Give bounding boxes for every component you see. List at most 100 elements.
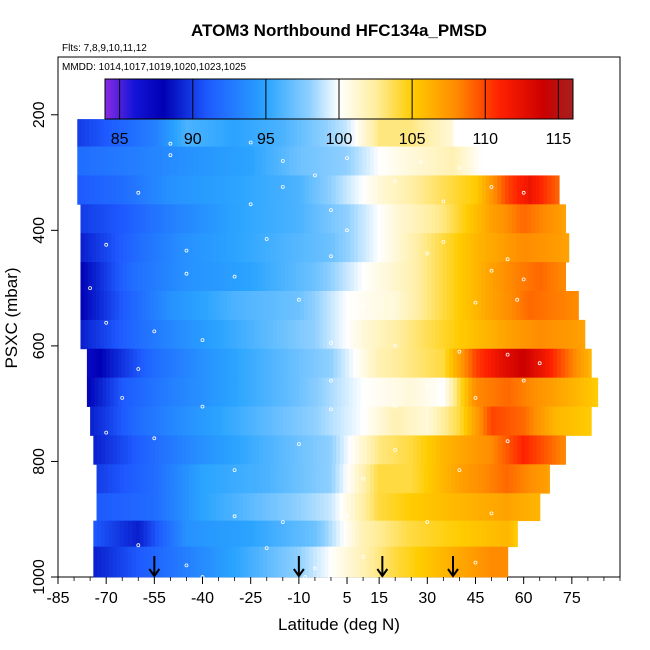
- heatmap-cell: [491, 348, 496, 379]
- heatmap-cell: [250, 146, 256, 176]
- heatmap-cell: [472, 348, 477, 379]
- heatmap-cell: [235, 464, 240, 494]
- heatmap-cell: [350, 233, 355, 263]
- heatmap-cell: [417, 435, 422, 465]
- heatmap-cell: [242, 233, 247, 263]
- heatmap-cell: [169, 175, 175, 205]
- heatmap-cell: [309, 520, 314, 548]
- heatmap-cell: [397, 119, 402, 147]
- heatmap-cell: [284, 291, 290, 321]
- heatmap-cell: [239, 435, 245, 465]
- heatmap-cell: [170, 546, 175, 578]
- heatmap-cell: [293, 175, 298, 205]
- heatmap-cell: [567, 406, 573, 436]
- heatmap-cell: [122, 319, 128, 350]
- heatmap-cell: [99, 262, 105, 292]
- heatmap-cell: [275, 348, 281, 379]
- heatmap-cell: [364, 377, 369, 407]
- heatmap-cell: [197, 435, 202, 465]
- heatmap-cell: [331, 119, 337, 147]
- heatmap-cell: [226, 204, 232, 234]
- heatmap-cell: [163, 348, 169, 379]
- heatmap-cell: [542, 291, 548, 321]
- heatmap-cell: [292, 319, 297, 350]
- heatmap-cell: [581, 319, 586, 350]
- heatmap-cell: [462, 291, 467, 321]
- heatmap-cell: [115, 262, 120, 292]
- heatmap-cell: [522, 348, 527, 379]
- heatmap-cell: [135, 175, 140, 205]
- heatmap-cell: [156, 348, 161, 379]
- heatmap-cell: [431, 204, 436, 234]
- heatmap-cell: [212, 435, 218, 465]
- heatmap-cell: [520, 464, 525, 494]
- heatmap-cell: [192, 119, 198, 147]
- heatmap-cell: [92, 204, 97, 234]
- heatmap-cell: [352, 348, 358, 379]
- heatmap-cell: [402, 348, 408, 379]
- heatmap-cell: [541, 406, 546, 436]
- heatmap-cell: [350, 493, 356, 522]
- heatmap-cell: [300, 464, 306, 494]
- heatmap-cell: [398, 406, 403, 436]
- heatmap-cell: [428, 546, 434, 578]
- heatmap-cell: [438, 262, 444, 292]
- heatmap-cell: [535, 262, 540, 292]
- heatmap-cell: [219, 319, 224, 350]
- heatmap-cell: [456, 377, 462, 407]
- heatmap-cell: [274, 435, 279, 465]
- heatmap-cell: [140, 348, 146, 379]
- heatmap-cell: [273, 119, 279, 147]
- y-tick-label: 400: [31, 217, 48, 244]
- heatmap-cell: [158, 146, 163, 176]
- heatmap-cell: [454, 262, 459, 292]
- heatmap-cell: [539, 291, 544, 321]
- heatmap-cell: [355, 546, 360, 578]
- heatmap-cell: [347, 464, 352, 494]
- heatmap-cell: [445, 377, 450, 407]
- heatmap-cell: [203, 291, 209, 321]
- x-tick-label: 60: [515, 590, 533, 607]
- heatmap-cell: [521, 406, 527, 436]
- heatmap-cell: [312, 146, 317, 176]
- heatmap-cell: [458, 146, 464, 176]
- heatmap-cell: [365, 262, 371, 292]
- heatmap-cell: [104, 546, 110, 578]
- heatmap-row: [86, 377, 599, 407]
- heatmap-cell: [557, 348, 562, 379]
- heatmap-cell: [335, 175, 340, 205]
- heatmap-cell: [315, 233, 321, 263]
- heatmap-cell: [300, 319, 305, 350]
- heatmap-cell: [177, 493, 182, 522]
- heatmap-cell: [96, 175, 101, 205]
- heatmap-cell: [165, 262, 170, 292]
- sample-point: [248, 202, 253, 207]
- heatmap-cell: [431, 119, 437, 147]
- heatmap-cell: [154, 146, 159, 176]
- heatmap-cell: [505, 546, 509, 578]
- heatmap-cell: [172, 233, 178, 263]
- heatmap-cell: [396, 233, 401, 263]
- heatmap-cell: [546, 262, 552, 292]
- heatmap-cell: [529, 406, 534, 436]
- heatmap-cell: [481, 175, 487, 205]
- heatmap-cell: [138, 464, 144, 494]
- heatmap-cell: [177, 464, 182, 494]
- heatmap-cell: [248, 348, 254, 379]
- heatmap-cell: [431, 146, 437, 176]
- heatmap-cell: [541, 377, 547, 407]
- heatmap-cell: [332, 435, 337, 465]
- heatmap-cell: [270, 435, 276, 465]
- heatmap-cell: [422, 377, 427, 407]
- sample-point: [393, 179, 398, 184]
- heatmap-cell: [277, 119, 283, 147]
- heatmap-cell: [157, 233, 162, 263]
- heatmap-cell: [528, 464, 533, 494]
- heatmap-cell: [199, 319, 205, 350]
- heatmap-cell: [487, 377, 493, 407]
- heatmap-cell: [333, 348, 338, 379]
- heatmap-cell: [436, 546, 441, 578]
- x-tick-label: 75: [563, 590, 581, 607]
- heatmap-cell: [543, 175, 549, 205]
- heatmap-cell: [523, 319, 529, 350]
